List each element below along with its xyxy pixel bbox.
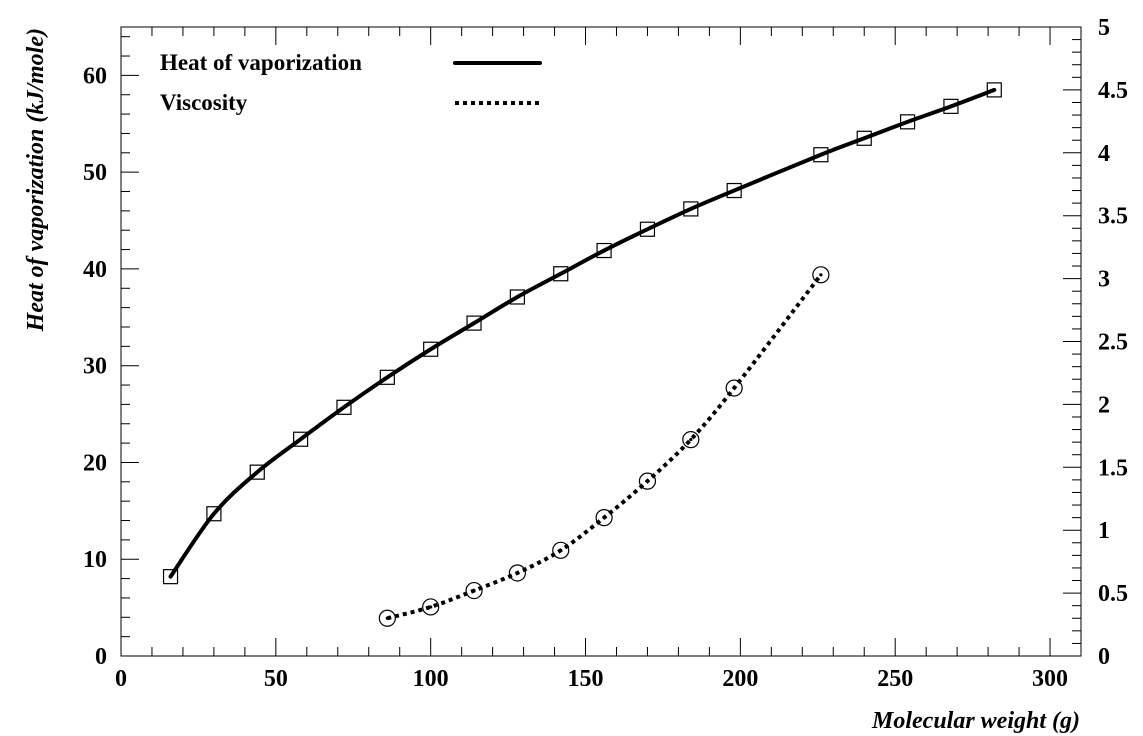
- left-y-tick-label: 10: [83, 547, 107, 573]
- data-point-viscosity: [378, 609, 396, 627]
- series-layer: [162, 82, 1002, 627]
- data-point-center-viscosity: [429, 605, 433, 609]
- data-point-heat-of-vaporization: [293, 431, 309, 447]
- data-point-center-viscosity: [515, 571, 519, 575]
- right-y-tick-label: 2: [1098, 392, 1110, 418]
- data-point-viscosity: [422, 598, 440, 616]
- data-point-viscosity: [508, 564, 526, 582]
- left-y-axis-title: Heat of vaporization (kJ/mole): [23, 28, 49, 332]
- legend-label-viscosity: Viscosity: [160, 90, 248, 115]
- x-tick-label: 300: [1032, 666, 1068, 692]
- data-point-center-viscosity: [645, 479, 650, 483]
- right-y-tick-label: 0.5: [1098, 581, 1128, 607]
- left-y-tick-label: 50: [83, 160, 107, 186]
- right-y-tick-label: 0: [1098, 644, 1110, 670]
- data-point-heat-of-vaporization: [683, 201, 699, 217]
- x-axis-title: Molecular weight (g): [871, 708, 1080, 734]
- data-point-viscosity: [552, 541, 570, 559]
- right-y-tick-label: 3.5: [1098, 204, 1128, 230]
- right-y-tick-label: 4: [1098, 141, 1110, 167]
- data-point-heat-of-vaporization: [466, 315, 482, 331]
- data-point-viscosity: [465, 581, 483, 600]
- left-y-axis-ticks: 0 10 20 30 40 50 60: [83, 36, 139, 670]
- left-y-tick-label: 0: [95, 644, 107, 670]
- data-point-center-viscosity: [602, 516, 606, 520]
- data-point-center-viscosity: [732, 386, 736, 390]
- series-line-viscosity: [386, 273, 823, 621]
- right-y-tick-label: 3: [1098, 267, 1110, 293]
- data-point-heat-of-vaporization: [856, 130, 872, 146]
- x-tick-label: 100: [413, 666, 449, 692]
- data-point-heat-of-vaporization: [943, 98, 959, 114]
- x-tick-label: 50: [264, 666, 288, 692]
- right-y-tick-label: 1.5: [1098, 455, 1128, 481]
- right-y-tick-label: 5: [1098, 15, 1110, 41]
- data-point-viscosity: [595, 509, 613, 527]
- data-point-viscosity: [638, 472, 657, 490]
- data-point-heat-of-vaporization: [249, 464, 265, 480]
- left-y-tick-label: 30: [83, 354, 107, 380]
- data-point-heat-of-vaporization: [596, 242, 612, 259]
- data-point-heat-of-vaporization: [206, 506, 222, 522]
- data-point-center-viscosity: [559, 548, 563, 552]
- right-y-axis-ticks: 0 0.5 1 1.5 2 2.5 3 3.5 4 4.5 5: [1063, 15, 1128, 670]
- data-point-heat-of-vaporization: [336, 399, 352, 415]
- left-y-tick-label: 60: [83, 63, 107, 89]
- x-tick-label: 150: [568, 666, 604, 692]
- right-y-tick-label: 2.5: [1098, 330, 1128, 356]
- data-point-viscosity: [812, 266, 830, 284]
- data-point-center-viscosity: [819, 273, 823, 277]
- series-line-heat-of-vaporization: [168, 87, 997, 579]
- left-y-tick-label: 20: [83, 450, 107, 476]
- data-point-heat-of-vaporization: [813, 147, 829, 163]
- legend-label-heat-of-vaporization: Heat of vaporization: [160, 50, 362, 75]
- legend: Heat of vaporization Viscosity: [160, 50, 542, 115]
- left-y-tick-label: 40: [83, 257, 107, 283]
- data-point-center-viscosity: [385, 616, 389, 620]
- data-point-heat-of-vaporization: [986, 82, 1002, 98]
- plot-frame: [120, 26, 1082, 657]
- data-point-heat-of-vaporization: [379, 369, 395, 385]
- data-point-heat-of-vaporization: [509, 289, 525, 305]
- x-tick-label: 0: [115, 666, 127, 692]
- data-point-heat-of-vaporization: [899, 114, 916, 130]
- data-point-heat-of-vaporization: [553, 266, 569, 282]
- data-point-viscosity: [725, 379, 743, 397]
- data-point-heat-of-vaporization: [423, 341, 439, 357]
- data-point-heat-of-vaporization: [639, 221, 656, 237]
- x-tick-label: 250: [877, 666, 913, 692]
- data-point-viscosity: [682, 431, 700, 449]
- data-point-center-viscosity: [472, 588, 476, 593]
- data-point-heat-of-vaporization: [726, 182, 742, 199]
- x-tick-label: 200: [722, 666, 758, 692]
- right-y-tick-label: 1: [1098, 518, 1110, 544]
- data-point-center-viscosity: [689, 438, 693, 442]
- x-axis-ticks: 0 50 100 150 200 250 300: [115, 27, 1082, 692]
- data-point-heat-of-vaporization: [162, 569, 179, 585]
- right-y-tick-label: 4.5: [1098, 78, 1128, 104]
